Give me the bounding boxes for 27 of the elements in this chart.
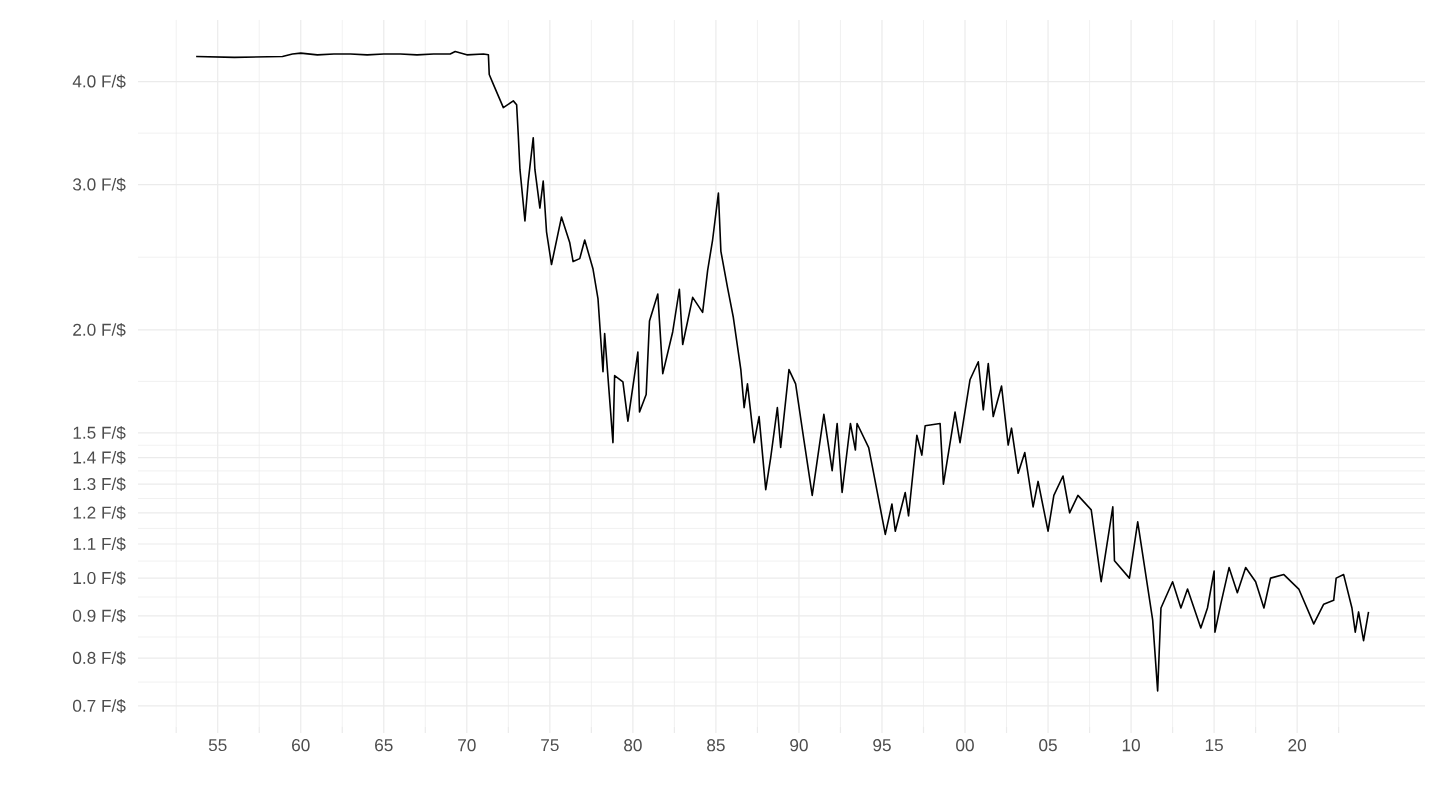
y-tick-label: 0.7 F/$: [72, 698, 126, 713]
x-tick-label: 60: [292, 739, 310, 752]
x-tick-label: 90: [790, 739, 808, 752]
x-tick-label: 55: [208, 739, 227, 752]
x-tick-label: 95: [873, 739, 891, 752]
x-tick-label: 05: [1039, 739, 1057, 752]
x-tick-label: 85: [707, 739, 725, 752]
x-tick-label: 20: [1288, 739, 1307, 752]
y-tick-label: 1.0 F/$: [73, 571, 126, 586]
y-tick-label: 3.0 F/$: [72, 177, 126, 192]
x-tick-label: 15: [1205, 739, 1223, 752]
y-tick-label: 0.8 F/$: [72, 651, 126, 666]
x-tick-label: 00: [956, 739, 974, 752]
y-tick-label: 1.2 F/$: [73, 505, 126, 520]
y-tick-label: 4.0 F/$: [72, 74, 126, 89]
x-tick-label: 10: [1122, 739, 1140, 752]
y-tick-label: 1.1 F/$: [73, 537, 126, 551]
y-tick-label: 0.9 F/$: [72, 608, 126, 623]
y-tick-label: 1.3 F/$: [73, 477, 126, 492]
y-tick-label: 1.4 F/$: [73, 450, 126, 465]
line-series: [195, 50, 1370, 692]
y-tick-label: 2.0 F/$: [73, 322, 126, 337]
x-tick-label: 80: [624, 739, 642, 752]
x-tick-label: 65: [375, 739, 393, 752]
x-tick-label: 70: [458, 739, 476, 752]
y-tick-label: 1.5 F/$: [73, 425, 126, 440]
x-tick-label: 75: [541, 739, 559, 752]
